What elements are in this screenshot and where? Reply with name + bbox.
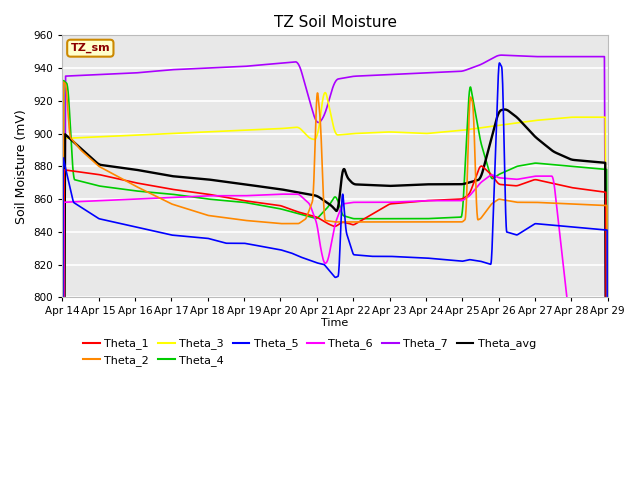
Line: Theta_avg: Theta_avg — [62, 109, 608, 480]
Theta_avg — [86, 154, 94, 160]
Theta_2 — [324, 218, 332, 224]
Theta_1 — [86, 170, 94, 176]
Theta_6 — [324, 258, 332, 264]
Theta_avg — [500, 107, 508, 112]
Theta_avg — [588, 159, 596, 165]
Theta_3 — [588, 114, 596, 120]
Line: Theta_6: Theta_6 — [62, 175, 608, 480]
Theta_6 — [588, 336, 596, 341]
Theta_6 — [588, 336, 596, 341]
Theta_4 — [588, 165, 596, 171]
Theta_4 — [60, 78, 68, 84]
Theta_3 — [324, 97, 332, 103]
Theta_7 — [588, 54, 596, 60]
Text: TZ_sm: TZ_sm — [70, 43, 110, 53]
Theta_avg — [588, 159, 596, 165]
Y-axis label: Soil Moisture (mV): Soil Moisture (mV) — [15, 109, 28, 224]
Theta_2 — [310, 189, 317, 194]
Theta_5 — [324, 265, 332, 271]
Theta_3 — [588, 114, 596, 120]
X-axis label: Time: Time — [321, 318, 349, 328]
Theta_6 — [86, 198, 94, 204]
Line: Theta_4: Theta_4 — [62, 81, 608, 480]
Theta_7 — [588, 54, 596, 60]
Theta_4 — [588, 165, 596, 171]
Theta_5 — [588, 226, 596, 232]
Theta_5 — [309, 259, 317, 264]
Theta_3 — [309, 136, 317, 142]
Theta_2 — [588, 202, 596, 208]
Line: Theta_1: Theta_1 — [62, 166, 608, 480]
Theta_7 — [324, 103, 332, 108]
Theta_avg — [488, 134, 495, 140]
Theta_7 — [309, 110, 317, 116]
Theta_2 — [60, 79, 67, 85]
Theta_avg — [309, 192, 317, 198]
Theta_7 — [488, 56, 495, 61]
Theta_1 — [588, 188, 596, 193]
Line: Theta_5: Theta_5 — [62, 63, 608, 480]
Theta_5 — [86, 210, 94, 216]
Theta_1 — [324, 220, 332, 226]
Theta_1 — [309, 213, 317, 219]
Theta_3 — [321, 90, 329, 96]
Theta_7 — [498, 52, 506, 58]
Theta_6 — [488, 172, 495, 178]
Theta_5 — [488, 252, 495, 257]
Theta_4 — [324, 204, 332, 210]
Theta_2 — [86, 156, 94, 162]
Theta_2 — [588, 202, 596, 208]
Theta_avg — [324, 200, 332, 206]
Legend: Theta_1, Theta_2, Theta_3, Theta_4, Theta_5, Theta_6, Theta_7, Theta_avg: Theta_1, Theta_2, Theta_3, Theta_4, Thet… — [79, 334, 541, 370]
Theta_1 — [477, 163, 485, 169]
Theta_4 — [86, 181, 94, 187]
Theta_6 — [488, 172, 496, 178]
Theta_1 — [488, 173, 496, 179]
Theta_3 — [488, 123, 496, 129]
Line: Theta_2: Theta_2 — [62, 82, 608, 480]
Theta_7 — [86, 72, 94, 78]
Line: Theta_3: Theta_3 — [62, 93, 608, 480]
Theta_5 — [588, 226, 596, 231]
Theta_4 — [488, 176, 496, 181]
Title: TZ Soil Moisture: TZ Soil Moisture — [273, 15, 397, 30]
Theta_6 — [309, 210, 317, 216]
Theta_1 — [588, 188, 596, 193]
Theta_5 — [495, 60, 503, 66]
Theta_2 — [488, 201, 496, 206]
Line: Theta_7: Theta_7 — [62, 55, 608, 480]
Theta_4 — [310, 215, 317, 221]
Theta_3 — [86, 134, 94, 140]
